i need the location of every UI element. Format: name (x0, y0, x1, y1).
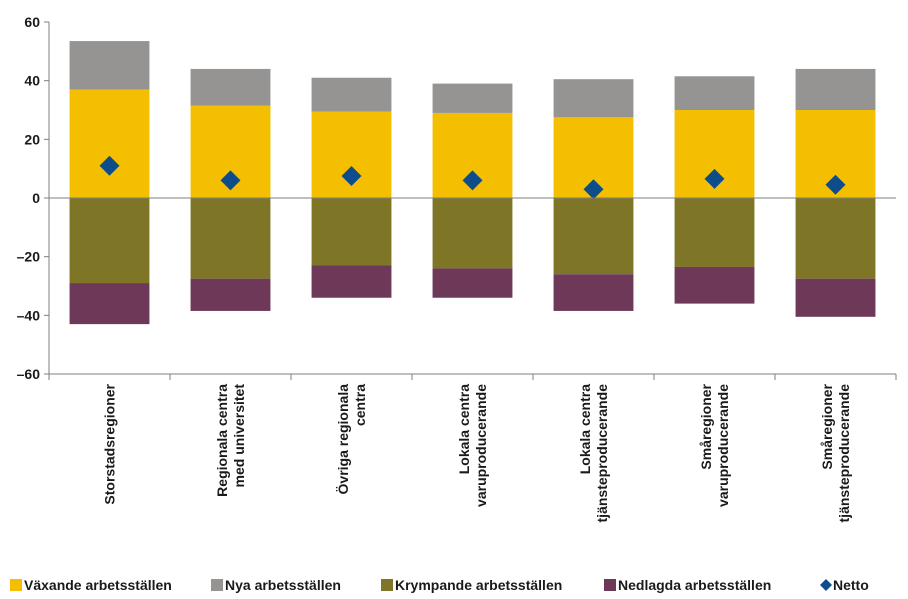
x-axis (48, 197, 897, 380)
category-labels: Storstadsregioner Regionala centra med uni… (102, 383, 853, 522)
y-tick-label: –60 (17, 366, 41, 382)
bar-segment (311, 77, 392, 112)
bar-segment (674, 198, 755, 267)
netto-point (220, 170, 241, 191)
legend-marker (10, 579, 22, 591)
bars (69, 41, 876, 325)
category-label: tjänsteproducerande (836, 384, 852, 523)
bar-segment (674, 266, 755, 304)
y-tick-label: 20 (24, 131, 40, 147)
bar-segment (553, 79, 634, 118)
category-label: tjänsteproducerande (594, 384, 610, 523)
legend-label: Nya arbetsställen (225, 577, 341, 593)
bar-segment (69, 41, 150, 90)
category-label: Småregioner (819, 383, 835, 469)
bar-segment (674, 76, 755, 110)
bar-segment (795, 198, 876, 279)
y-tick-label: 60 (24, 14, 40, 30)
legend-marker (820, 579, 832, 591)
netto-point (462, 170, 483, 191)
y-tick-label: 0 (32, 190, 40, 206)
legend-marker (604, 579, 616, 591)
bar-segment (69, 283, 150, 325)
bar-segment (432, 268, 513, 298)
y-tick-label: –40 (17, 307, 41, 323)
netto-point (704, 168, 725, 189)
category-label: Lokala centra (456, 384, 472, 474)
category-label: med universitet (231, 384, 247, 488)
bar-segment (190, 198, 271, 279)
bar-segment (553, 198, 634, 275)
legend-marker (381, 579, 393, 591)
legend: Växande arbetsställen Nya arbetsställen Kr… (10, 577, 869, 593)
category-label: centra (352, 384, 368, 426)
y-tick-label: 40 (24, 73, 40, 89)
category-label: Regionala centra (214, 384, 230, 497)
bar-segment (190, 68, 271, 106)
legend-label: Netto (833, 577, 869, 593)
bar-segment (69, 198, 150, 284)
legend-label: Växande arbetsställen (24, 577, 172, 593)
category-label: Storstadsregioner (102, 383, 118, 504)
category-label: Småregioner (698, 383, 714, 469)
netto-point (583, 179, 604, 200)
legend-marker (211, 579, 223, 591)
category-label: varuproducerande (715, 384, 731, 507)
bar-segment (69, 89, 150, 198)
netto-markers (99, 155, 846, 200)
legend-label: Nedlagda arbetsställen (618, 577, 771, 593)
netto-point (341, 166, 362, 186)
bar-segment (432, 198, 513, 269)
netto-point (825, 174, 846, 195)
bar-segment (311, 265, 392, 298)
bar-segment (432, 83, 513, 113)
bar-segment (190, 278, 271, 311)
y-tick-label: –20 (17, 249, 41, 265)
category-label: Övriga regionala (335, 384, 351, 495)
netto-point (99, 155, 120, 176)
bar-segment (553, 274, 634, 311)
legend-label: Krympande arbetsställen (395, 577, 562, 593)
bar-segment (795, 278, 876, 317)
y-axis: 60 40 20 0 –20 –40 –60 (17, 14, 50, 382)
bar-segment (311, 198, 392, 266)
category-label: varuproducerande (473, 384, 489, 507)
bar-segment (795, 68, 876, 110)
category-label: Lokala centra (577, 384, 593, 474)
